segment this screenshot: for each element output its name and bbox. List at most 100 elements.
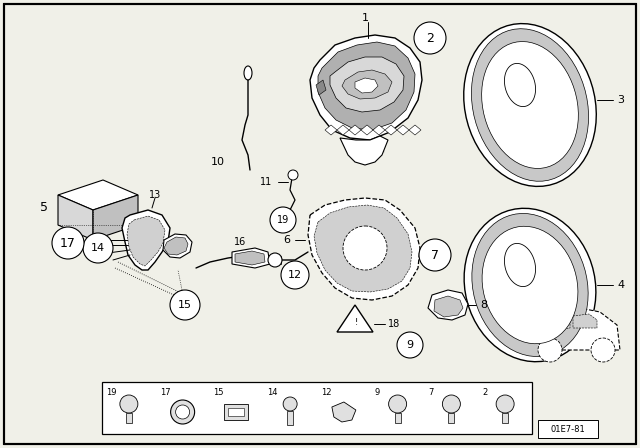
Polygon shape <box>434 296 463 317</box>
FancyBboxPatch shape <box>395 413 401 423</box>
FancyBboxPatch shape <box>4 4 636 444</box>
FancyBboxPatch shape <box>538 420 598 438</box>
Polygon shape <box>547 315 570 332</box>
Ellipse shape <box>244 66 252 80</box>
Circle shape <box>388 395 406 413</box>
Polygon shape <box>325 125 337 135</box>
Circle shape <box>270 207 296 233</box>
Text: 19: 19 <box>106 388 116 397</box>
Text: 5: 5 <box>40 201 48 214</box>
Circle shape <box>442 395 460 413</box>
Polygon shape <box>235 251 265 265</box>
Text: 10: 10 <box>211 157 225 167</box>
Polygon shape <box>340 136 388 165</box>
Text: 9: 9 <box>406 340 413 350</box>
Text: 14: 14 <box>268 388 278 397</box>
Circle shape <box>591 338 615 362</box>
Circle shape <box>268 253 282 267</box>
Polygon shape <box>164 237 188 255</box>
Circle shape <box>496 395 514 413</box>
Polygon shape <box>342 70 392 99</box>
Polygon shape <box>127 216 165 266</box>
Polygon shape <box>58 180 138 210</box>
Circle shape <box>171 400 195 424</box>
Text: 01E7-81: 01E7-81 <box>550 425 586 434</box>
Polygon shape <box>397 125 409 135</box>
Polygon shape <box>337 125 349 135</box>
Circle shape <box>281 261 309 289</box>
Polygon shape <box>308 198 420 300</box>
Text: 9: 9 <box>375 388 380 397</box>
Text: 18: 18 <box>388 319 400 329</box>
Polygon shape <box>504 243 536 287</box>
FancyBboxPatch shape <box>126 413 132 423</box>
Polygon shape <box>318 42 415 130</box>
Polygon shape <box>464 208 596 362</box>
Polygon shape <box>225 404 248 420</box>
Polygon shape <box>464 24 596 186</box>
Circle shape <box>538 338 562 362</box>
Text: 12: 12 <box>288 270 302 280</box>
Text: 14: 14 <box>91 243 105 253</box>
Text: 11: 11 <box>260 177 272 187</box>
Circle shape <box>83 233 113 263</box>
Polygon shape <box>361 125 373 135</box>
Text: 7: 7 <box>429 388 434 397</box>
Circle shape <box>419 239 451 271</box>
Circle shape <box>175 405 189 419</box>
Polygon shape <box>330 57 404 112</box>
Circle shape <box>414 22 446 54</box>
Text: 16: 16 <box>234 237 246 247</box>
Text: 2: 2 <box>426 31 434 44</box>
Polygon shape <box>472 213 588 357</box>
Text: !: ! <box>355 318 358 327</box>
Circle shape <box>343 226 387 270</box>
Polygon shape <box>385 125 397 135</box>
Polygon shape <box>472 29 589 181</box>
FancyBboxPatch shape <box>102 382 532 434</box>
Circle shape <box>52 227 84 259</box>
FancyBboxPatch shape <box>502 413 508 423</box>
Polygon shape <box>310 35 422 140</box>
Polygon shape <box>332 402 356 422</box>
Circle shape <box>397 332 423 358</box>
Polygon shape <box>428 290 468 320</box>
Text: 1: 1 <box>362 13 369 23</box>
Polygon shape <box>163 234 192 258</box>
Polygon shape <box>232 248 270 268</box>
Polygon shape <box>122 210 170 270</box>
Text: 4: 4 <box>617 280 624 290</box>
Circle shape <box>283 397 297 411</box>
Text: 15: 15 <box>214 388 224 397</box>
Text: 2: 2 <box>483 388 488 397</box>
Circle shape <box>120 395 138 413</box>
Circle shape <box>288 170 298 180</box>
FancyBboxPatch shape <box>449 413 454 423</box>
Polygon shape <box>58 195 93 240</box>
Polygon shape <box>482 226 578 344</box>
Text: 19: 19 <box>277 215 289 225</box>
Text: 13: 13 <box>149 190 161 200</box>
Polygon shape <box>504 64 536 107</box>
Polygon shape <box>349 125 361 135</box>
Circle shape <box>170 290 200 320</box>
Polygon shape <box>337 305 373 332</box>
Polygon shape <box>373 125 385 135</box>
Polygon shape <box>482 42 579 168</box>
Polygon shape <box>93 195 138 240</box>
Text: 6: 6 <box>283 235 290 245</box>
Text: 7: 7 <box>431 249 439 262</box>
Text: 15: 15 <box>178 300 192 310</box>
Polygon shape <box>533 308 620 350</box>
Polygon shape <box>316 80 326 95</box>
Text: 3: 3 <box>617 95 624 105</box>
Polygon shape <box>573 314 597 328</box>
Polygon shape <box>228 408 244 416</box>
Text: 17: 17 <box>60 237 76 250</box>
Polygon shape <box>355 78 378 93</box>
Text: 12: 12 <box>321 388 332 397</box>
Text: 8: 8 <box>480 300 487 310</box>
Text: 17: 17 <box>160 388 170 397</box>
Polygon shape <box>409 125 421 135</box>
FancyBboxPatch shape <box>287 411 293 425</box>
